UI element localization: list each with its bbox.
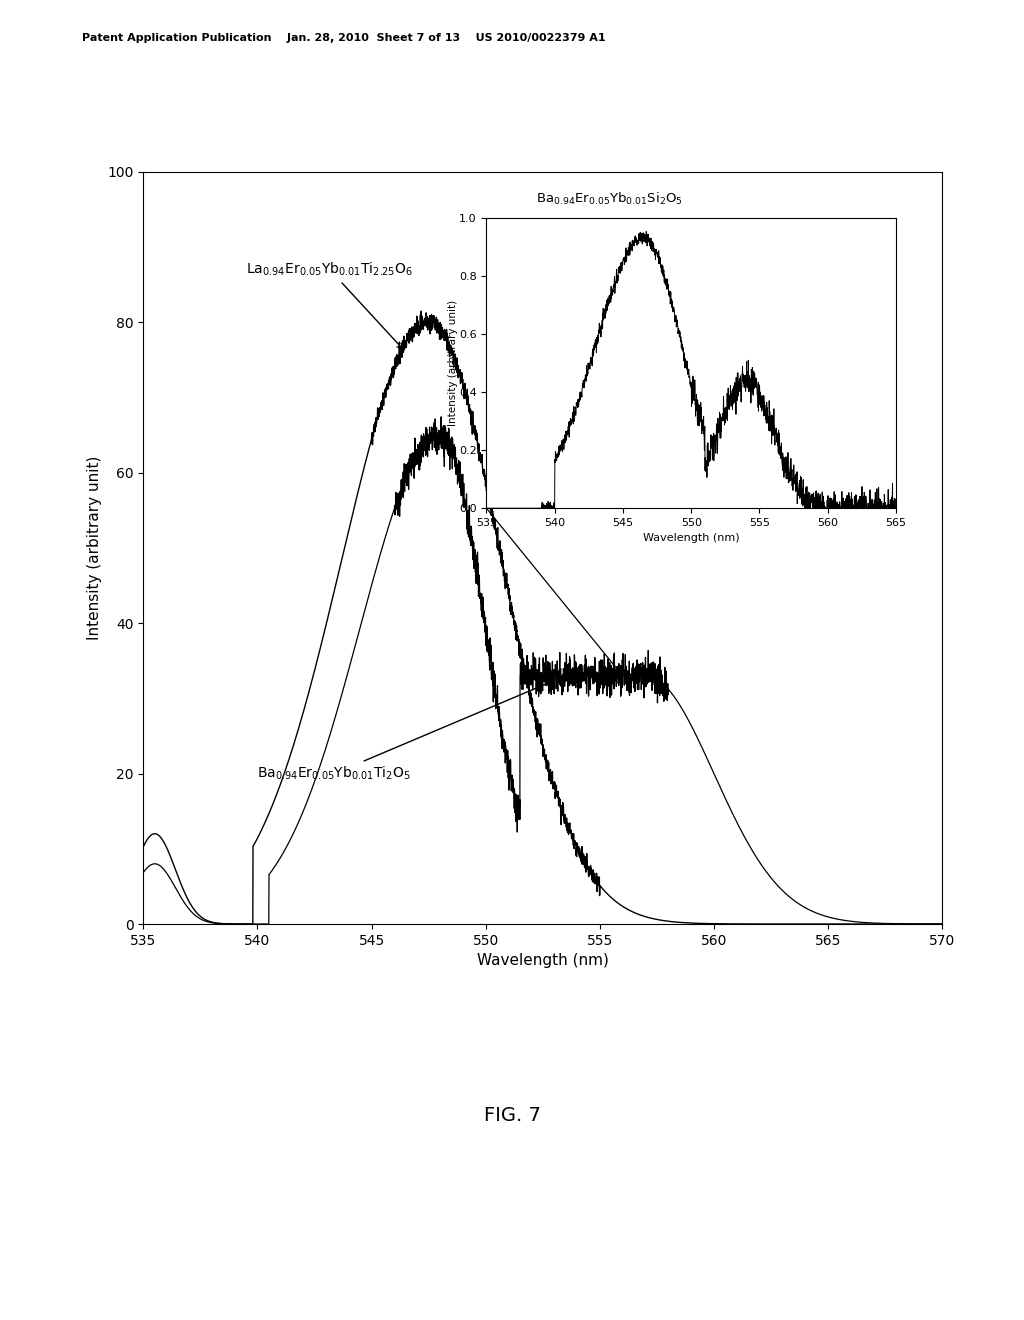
Text: La$_{0.94}$Er$_{0.05}$Yb$_{0.01}$Ti$_{2.25}$O$_6$: La$_{0.94}$Er$_{0.05}$Yb$_{0.01}$Ti$_{2.… [246,261,413,348]
X-axis label: Wavelength (nm): Wavelength (nm) [643,533,739,544]
Y-axis label: Intensity (arbitrary unit): Intensity (arbitrary unit) [87,455,101,640]
Text: Ba$_{0.94}$Er$_{0.05}$Yb$_{0.01}$Si$_2$O$_5$: Ba$_{0.94}$Er$_{0.05}$Yb$_{0.01}$Si$_2$O… [536,191,683,207]
X-axis label: Wavelength (nm): Wavelength (nm) [477,953,608,969]
Text: Ba$_{0.94}$Er$_{0.05}$Yb$_{0.01}$Ti$_2$O$_5$: Ba$_{0.94}$Er$_{0.05}$Yb$_{0.01}$Ti$_2$O… [257,677,561,783]
Text: Patent Application Publication    Jan. 28, 2010  Sheet 7 of 13    US 2010/002237: Patent Application Publication Jan. 28, … [82,33,605,44]
Y-axis label: Intensity (arbitrary unit): Intensity (arbitrary unit) [447,300,458,426]
Text: FIG. 7: FIG. 7 [483,1106,541,1125]
